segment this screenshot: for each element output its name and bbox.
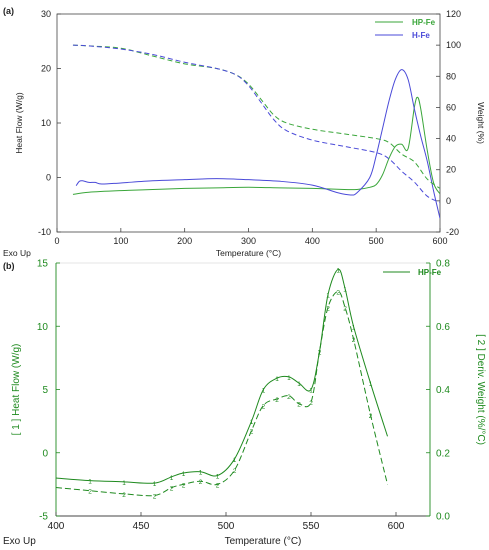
panel-b-series-1-marker: 1 [199,470,203,477]
panel-b-series-1-marker: 1 [250,419,254,426]
panel-b-series-1-marker: 1 [262,388,266,395]
panel-b-series-2-marker: 2 [352,337,356,344]
panel-b-y-left-tick-label: -5 [39,512,48,523]
panel-b-series-2-marker: 2 [287,394,291,401]
panel-b-series-2-marker: 2 [233,468,237,475]
panel-a-x-tick-label: 600 [432,236,447,246]
panel-b-x-tick-label: 450 [133,521,150,532]
panel-a-y-right-tick-label: -20 [446,227,459,237]
panel-a-y-right-tick-label: 0 [446,196,451,206]
panel-b-series-2-marker: 2 [88,489,92,496]
panel-a-x-tick-label: 100 [113,236,128,246]
panel-b-series-1-marker: 1 [182,471,186,478]
panel-b-series-1-marker: 1 [233,457,237,464]
panel-b-series-1-marker: 1 [352,324,356,331]
panel-b-series-1-marker: 1 [326,293,330,300]
panel-b-series-1-marker: 1 [275,376,279,383]
panel-a-legend-label: H-Fe [412,31,430,40]
panel-b-series-1-marker: 1 [88,479,92,486]
panel-a-y-left-tick-label: 10 [41,118,51,128]
panel-b-series-1-line [55,268,388,484]
panel-b-series-1-marker: 1 [170,475,174,482]
panel-a-series-hp-fe-weight-line [72,44,440,189]
panel-a-label: (a) [3,6,14,16]
panel-b-series-2-marker: 2 [250,429,254,436]
panel-a-x-tick-label: 0 [54,236,59,246]
panel-b-series-1-marker: 1 [153,481,157,488]
panel-b-y-right-axis-label: [ 2 ] Deriv. Weight (%/°C) [475,334,486,445]
panel-a-y-right-tick-label: 40 [446,134,456,144]
panel-b-series-2-marker: 2 [153,493,157,500]
panel-b-series-2-marker: 2 [262,403,266,410]
panel-b-y-right-tick-label: 0.0 [436,512,450,523]
panel-b-chart: (b) 400 450 500 550 600 -5 0 5 10 15 0.0 0.2 0.4 0.6 0.… [3,259,486,548]
panel-b-x-tick-label: 500 [218,521,235,532]
panel-b-exo-up-label: Exo Up [3,536,36,547]
panel-a-y-right-tick-label: 120 [446,9,461,19]
panel-b-y-right-tick-label: 0.4 [436,385,450,396]
panel-a-x-tick-label: 200 [177,236,192,246]
panel-a-x-tick-label: 400 [305,236,320,246]
panel-b-series-1-marker: 1 [297,381,301,388]
panel-b-legend-label: HP-Fe [418,268,442,277]
panel-b-series-2-marker: 2 [182,482,186,489]
panel-b-series-2-marker: 2 [336,289,340,296]
panel-b-series-2-marker: 2 [318,350,322,357]
panel-b-series-2-marker: 2 [216,482,220,489]
panel-b-label: (b) [3,261,15,271]
panel-a-legend-label: HP-Fe [412,18,436,27]
panel-b-series-2-marker: 2 [297,402,301,409]
panel-b-series-1-marker: 1 [287,375,291,382]
panel-a-y-right-tick-label: 20 [446,165,456,175]
panel-a-chart: (a)0 100 200 300 400 500 600-100102030-2002040… [3,6,486,258]
panel-a-y-left-tick-label: -10 [38,227,51,237]
panel-b-y-left-tick-label: 10 [37,322,49,333]
panel-b-series-2-line [55,290,388,497]
panel-b-y-left-axis-label: [ 1 ] Heat Flow (W/g) [11,344,22,436]
panel-b-series-1-marker: 1 [369,381,373,388]
panel-a-series-hp-fe-heat-flow-line [72,96,440,195]
panel-a-x-tick-label: 500 [369,236,384,246]
panel-b-series-2-marker: 2 [326,305,330,312]
panel-a-x-axis-label: Temperature (°C) [216,248,281,258]
panel-a-y-left-tick-label: 30 [41,9,51,19]
panel-b-x-tick-label: 600 [388,521,405,532]
panel-b-series-1-marker: 1 [343,286,347,293]
panel-b-x-tick-label: 400 [48,521,65,532]
panel-a-y-right-tick-label: 80 [446,71,456,81]
panel-a-series-h-fe-weight-line [72,44,440,203]
panel-b-series-2-marker: 2 [275,397,279,404]
panel-a-y-right-tick-label: 60 [446,102,456,112]
panel-b-series-1-marker: 1 [336,267,340,274]
panel-a-y-right-axis-label: Weight (%) [476,102,486,144]
panel-b-y-right-tick-label: 0.8 [436,259,450,270]
panel-b-x-axis-label: Temperature (°C) [225,536,302,547]
panel-b-series-1-marker: 1 [122,480,126,487]
panel-a-series-h-fe-heat-flow-line [75,69,440,219]
panel-a-y-left-tick-label: 20 [41,64,51,74]
panel-b-y-left-tick-label: 5 [42,385,48,396]
panel-a-y-right-tick-label: 100 [446,40,461,50]
panel-b-y-left-tick-label: 15 [37,259,49,270]
panel-b-y-right-tick-label: 0.2 [436,448,450,459]
panel-a-y-left-axis-label: Heat Flow (W/g) [14,92,24,154]
panel-b-y-right-tick-label: 0.6 [436,322,450,333]
panel-b-series-1-marker: 1 [309,388,313,395]
panel-a-exo-up-label: Exo Up [3,248,31,258]
panel-b-x-tick-label: 550 [303,521,320,532]
panel-a-x-tick-label: 300 [241,236,256,246]
panel-b-series-1-marker: 1 [216,474,220,481]
panel-b-series-2-marker: 2 [170,486,174,493]
panel-b-series-2-marker: 2 [343,305,347,312]
panel-b-y-left-tick-label: 0 [42,448,48,459]
panel-b-series-2-marker: 2 [122,492,126,499]
panel-b-series-2-marker: 2 [309,400,313,407]
panel-b-series-2-marker: 2 [199,479,203,486]
panel-a-y-left-tick-label: 0 [46,173,51,183]
panel-b-series-2-marker: 2 [369,413,373,420]
